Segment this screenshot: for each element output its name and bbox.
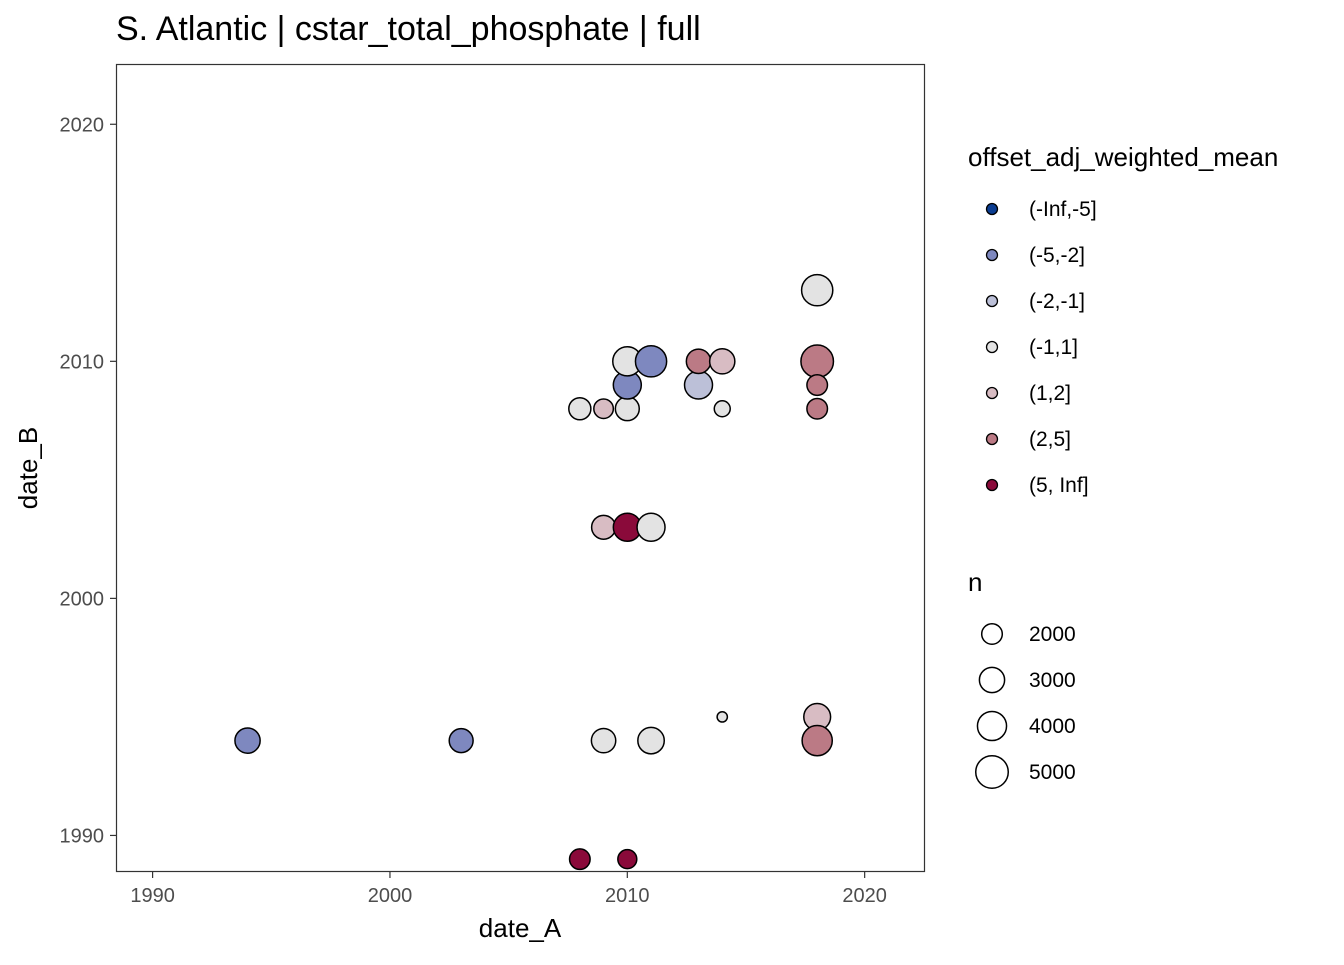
color-legend-key [985, 478, 999, 492]
color-legend: (-Inf,-5] (-5,-2] (-2,-1] (-1,1] (1,2] (2,5] (… [985, 198, 1097, 497]
data-point [636, 512, 666, 543]
size-legend-label: 4000 [1029, 715, 1076, 738]
data-point [568, 396, 592, 421]
color-legend-key [985, 202, 999, 216]
chart-title: S. Atlantic | cstar_total_phosphate | fu… [116, 10, 701, 48]
size-legend: 2000 3000 4000 5000 [974, 622, 1076, 790]
color-legend-key [985, 386, 999, 400]
color-legend-label: (-2,-1] [1029, 290, 1085, 313]
color-legend-key [985, 432, 999, 446]
data-point [708, 347, 736, 375]
data-point [806, 397, 829, 420]
x-tick-label: 2000 [368, 885, 413, 907]
data-point [448, 727, 474, 754]
size-legend-key [974, 754, 1010, 790]
color-legend-label: (2,5] [1029, 428, 1071, 451]
size-legend-key [976, 710, 1008, 742]
data-point [800, 273, 834, 307]
data-point [800, 344, 835, 379]
data-point [593, 398, 615, 420]
size-legend-label: 3000 [1029, 669, 1076, 692]
color-legend-label: (1,2] [1029, 382, 1071, 405]
data-point [568, 848, 591, 871]
data-point [716, 711, 729, 723]
color-legend-label: (-Inf,-5] [1029, 198, 1097, 221]
data-point [685, 348, 712, 375]
color-legend-key [985, 340, 999, 354]
y-axis-label: date_B [13, 427, 43, 509]
legend: offset_adj_weighted_mean (-Inf,-5] (-5,-2… [968, 142, 1278, 790]
y-tick-label: 2020 [60, 114, 105, 136]
plot-panel [115, 63, 926, 873]
x-axis: 1990 2000 2010 2020 [130, 871, 887, 907]
size-legend-key [980, 622, 1004, 646]
data-point [713, 400, 731, 418]
data-point [637, 726, 666, 755]
data-point [634, 344, 668, 378]
data-points [234, 273, 835, 871]
color-legend-label: (-1,1] [1029, 336, 1078, 359]
data-point [617, 848, 638, 870]
x-tick-label: 1990 [130, 885, 175, 907]
size-legend-key [978, 666, 1006, 694]
data-point [801, 724, 834, 757]
data-point [806, 373, 829, 397]
x-tick-label: 2010 [605, 885, 650, 907]
color-legend-label: (5, Inf] [1029, 474, 1089, 497]
color-legend-title: offset_adj_weighted_mean [968, 142, 1278, 172]
size-legend-label: 2000 [1029, 623, 1076, 646]
color-legend-key [985, 248, 999, 262]
x-tick-label: 2020 [842, 885, 887, 907]
size-legend-label: 5000 [1029, 761, 1076, 784]
x-axis-label: date_A [479, 913, 562, 943]
data-point [590, 727, 617, 754]
data-point [683, 370, 714, 400]
color-legend-key [985, 294, 999, 308]
data-point [614, 396, 641, 422]
data-point [234, 727, 261, 754]
data-point [590, 514, 617, 540]
size-legend-title: n [968, 567, 982, 597]
color-legend-label: (-5,-2] [1029, 244, 1085, 267]
y-tick-label: 1990 [60, 825, 105, 847]
y-axis: 1990 2000 2010 2020 [60, 114, 117, 847]
y-tick-label: 2010 [60, 351, 105, 373]
y-tick-label: 2000 [60, 588, 105, 610]
